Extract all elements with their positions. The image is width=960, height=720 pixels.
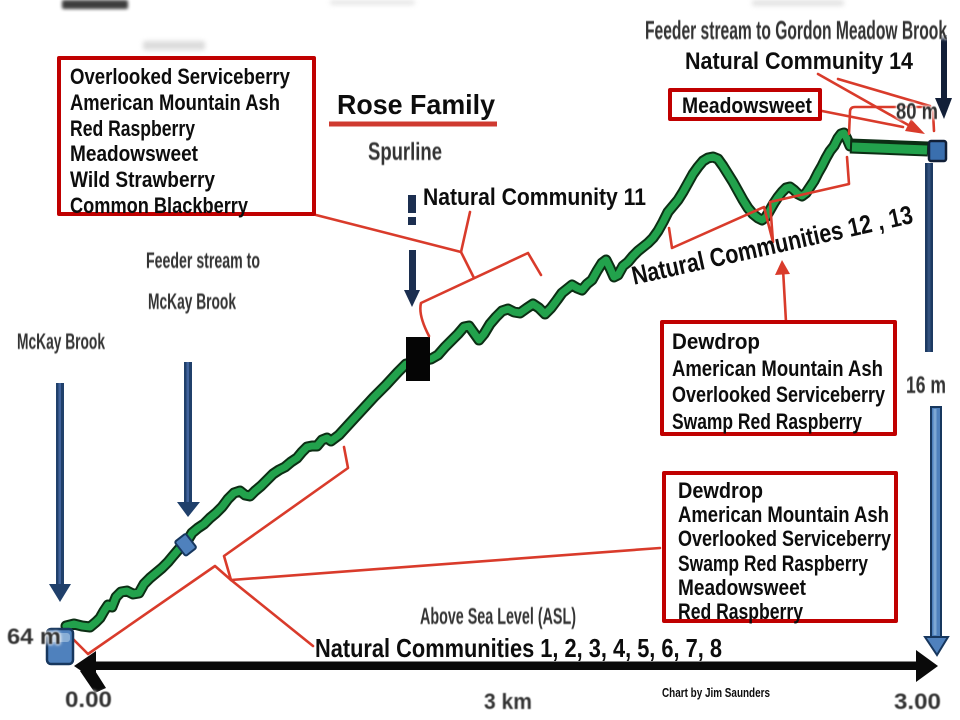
- dewdrop-upper-line: Swamp Red Raspberry: [672, 408, 863, 434]
- rose-box-line: Overlooked Serviceberry: [70, 64, 291, 89]
- label-rose-family: Rose Family: [337, 89, 495, 120]
- dewdrop-lower-box: Dewdrop American Mountain Ash Overlooked…: [662, 471, 898, 625]
- arrow-gordon-meadow-brook: [935, 35, 952, 119]
- dewdrop-lower-line: Meadowsweet: [678, 574, 806, 600]
- dewdrop-lower-line: American Mountain Ash: [678, 502, 889, 528]
- elevation-16m-arrow: [923, 406, 950, 657]
- brace-community-11: [419, 251, 543, 338]
- label-x-3km: 3 km: [484, 689, 532, 714]
- distance-axis: [74, 650, 938, 693]
- elevation-16m-upper-shaft-core: [927, 163, 931, 352]
- label-x-3: 3.00: [894, 689, 941, 714]
- top-edge-smudge: [62, 0, 128, 9]
- label-feeder-gordon-brook: Feeder stream to Gordon Meadow Brook: [645, 15, 948, 45]
- feeder-mckay-marker: [174, 533, 197, 557]
- top-edge-smudge: [330, 0, 415, 5]
- dewdrop-lower-line: Swamp Red Raspberry: [678, 550, 869, 576]
- arrow-spurline: [404, 195, 420, 307]
- label-feeder-mckay-1: Feeder stream to: [146, 248, 261, 273]
- brace-community-11-pointer: [459, 250, 476, 280]
- rose-box-line: Wild Strawberry: [70, 167, 215, 193]
- arrow-mckay-brook: [49, 383, 71, 602]
- label-80m: 80 m: [896, 98, 939, 124]
- label-natural-community-11: Natural Community 11: [423, 184, 646, 211]
- dewdrop-upper-box: Dewdrop American Mountain Ash Overlooked…: [660, 320, 897, 436]
- arrowhead-dewdrop-upper: [775, 260, 790, 275]
- leader-nc11-text: [459, 210, 472, 254]
- arrowhead-nc14: [905, 119, 925, 134]
- dewdrop-upper-line: Dewdrop: [672, 329, 760, 354]
- label-spurline: Spurline: [368, 138, 443, 166]
- label-natural-community-14: Natural Community 14: [685, 48, 913, 75]
- arrow-feeder-mckay: [177, 362, 200, 517]
- label-x-0: 0.00: [65, 687, 112, 712]
- elevation-profile-line: [62, 129, 932, 631]
- leader-brace1-to-label: [229, 578, 315, 648]
- rose-box-line: American Mountain Ash: [70, 89, 281, 115]
- label-credit: Chart by Jim Saunders: [662, 685, 771, 700]
- leader-meadowsweet: [820, 109, 905, 129]
- brace-communities-12-13: [667, 155, 851, 250]
- dewdrop-lower-line: Red Raspberry: [678, 599, 803, 625]
- plateau-line: [851, 142, 928, 155]
- meadowsweet-box-label: Meadowsweet: [682, 93, 812, 118]
- dewdrop-upper-line: Overlooked Serviceberry: [672, 382, 885, 407]
- top-edge-smudge: [752, 0, 844, 6]
- dewdrop-lower-line: Overlooked Serviceberry: [678, 526, 891, 552]
- dewdrop-lower-line: Dewdrop: [678, 478, 764, 503]
- dewdrop-upper-line: American Mountain Ash: [672, 355, 883, 381]
- leader-nc11-rosebox: [314, 213, 463, 254]
- label-16m: 16 m: [906, 372, 946, 399]
- label-asl: Above Sea Level (ASL): [420, 603, 577, 629]
- mckay-brook-source-box-highlight: [50, 633, 70, 642]
- gordon-brook-end-cap: [927, 139, 948, 163]
- label-natural-communities-1-8: Natural Communities 1, 2, 3, 4, 5, 6, 7,…: [315, 633, 723, 663]
- bracket-community-14: [847, 105, 936, 136]
- leader-nc14-b: [836, 77, 932, 108]
- leader-nc14-a: [816, 72, 912, 128]
- label-64m: 64 m: [7, 624, 61, 649]
- rose-box-line: Meadowsweet: [70, 141, 198, 167]
- spurline-junction-square: [406, 337, 430, 381]
- label-feeder-mckay-2: McKay Brook: [148, 289, 236, 314]
- top-edge-smudge: [143, 41, 205, 50]
- leader-brace1-to-dewdrop-lower-box: [229, 546, 662, 582]
- brace-communities-1-8: [71, 445, 350, 656]
- rose-box-line: Common Blackberry: [70, 192, 249, 218]
- rose-box-line: Red Raspberry: [70, 115, 195, 141]
- arrow-dewdrop-upper-shaft: [781, 267, 788, 324]
- label-mckay-brook: McKay Brook: [17, 329, 105, 354]
- meadowsweet-box: Meadowsweet: [668, 88, 822, 121]
- rose-family-members-box: Overlooked Serviceberry American Mountai…: [57, 56, 316, 218]
